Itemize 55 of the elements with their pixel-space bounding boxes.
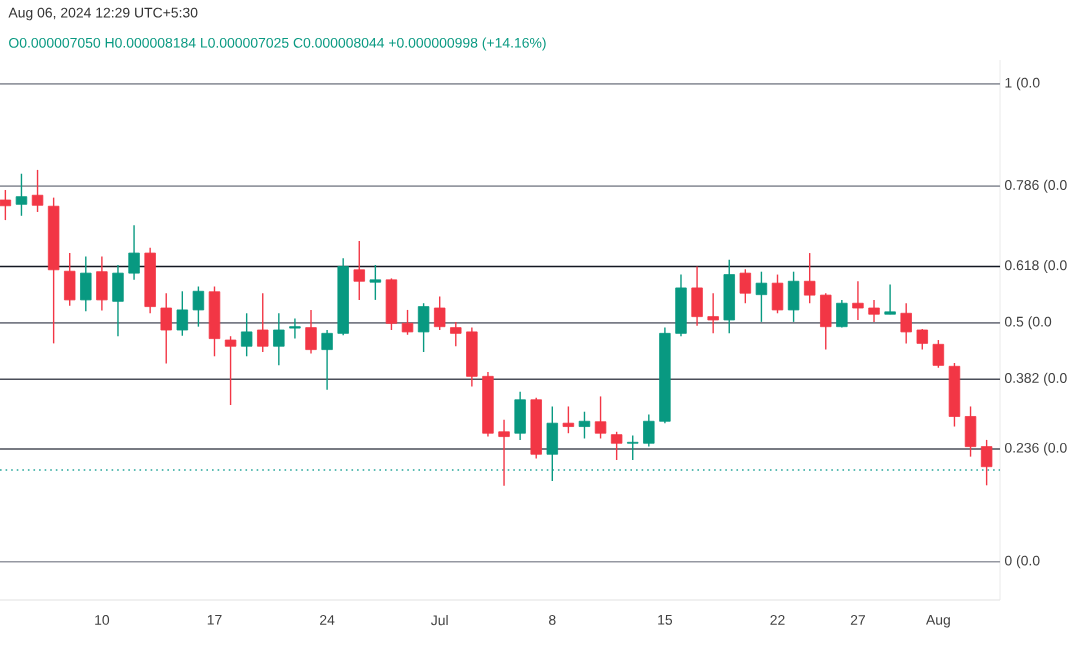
candlestick (803, 252, 816, 304)
candlestick (691, 265, 703, 327)
candlestick (385, 277, 398, 331)
candlestick (739, 268, 752, 304)
candlestick (96, 255, 108, 312)
candlestick (80, 255, 92, 313)
candlestick (112, 264, 124, 337)
candlestick (401, 309, 414, 336)
candlestick (289, 317, 301, 340)
candlestick (15, 173, 28, 217)
candlestick (980, 439, 993, 487)
candlestick (128, 224, 140, 281)
candlestick (450, 321, 462, 347)
candlestick (787, 271, 800, 323)
candlestick (466, 326, 478, 388)
candlestick (369, 264, 382, 301)
candlestick (675, 273, 687, 337)
candlestick (353, 240, 365, 301)
candlestick (594, 395, 607, 440)
candlestick (610, 431, 623, 461)
candlestick (433, 295, 446, 331)
candlestick (417, 302, 430, 353)
candlestick (498, 419, 510, 487)
candlestick (64, 252, 76, 307)
candlestick (192, 285, 205, 328)
candlestick (868, 299, 880, 323)
candlestick (820, 292, 832, 351)
candlestick (514, 390, 526, 441)
candlestick (176, 290, 189, 337)
candlestick (852, 280, 864, 321)
candlestick (578, 411, 591, 440)
candlestick (224, 335, 237, 406)
candlestick (836, 299, 848, 329)
candlestick (31, 169, 44, 213)
candlestick (755, 271, 768, 323)
candlestick (160, 292, 172, 365)
candlestick (546, 405, 558, 482)
candlestick (707, 292, 719, 335)
candlestick (257, 292, 269, 353)
candlestick (240, 312, 253, 357)
candlestick (916, 328, 928, 351)
candlestick (208, 285, 221, 357)
candlestick (964, 405, 977, 458)
candlestick (627, 434, 639, 461)
candlestick (723, 259, 735, 335)
candlestick (932, 339, 945, 369)
candlestick (305, 309, 317, 355)
candlestick (562, 405, 575, 434)
candlestick (273, 312, 285, 367)
candlestick (321, 329, 333, 391)
candlestick (884, 283, 896, 315)
candlestick (0, 189, 12, 221)
candlestick (900, 302, 912, 345)
candlestick (771, 273, 784, 314)
candlestick (643, 413, 655, 448)
